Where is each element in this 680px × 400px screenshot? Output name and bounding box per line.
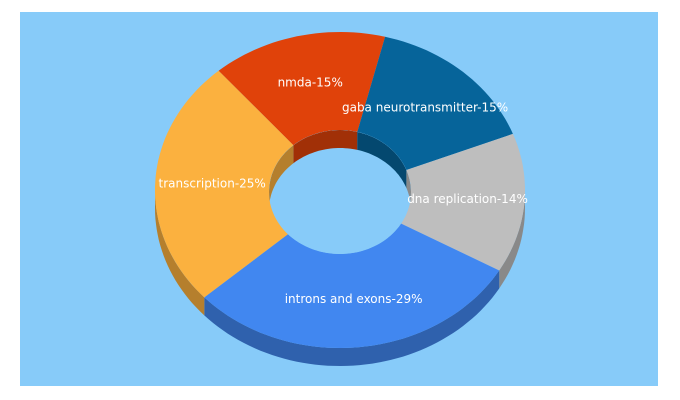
slice-inner-side [269,145,294,210]
slice-label: dna replication-14% [407,192,528,206]
slice-inner-side [357,131,407,188]
donut-hole [269,130,411,254]
slice-side [155,190,205,316]
slice [218,32,386,146]
slice-side [499,190,525,289]
slice [155,70,294,298]
slice-label: gaba neurotransmitter-15% [342,100,508,114]
slice-inner-side [406,170,411,210]
slice-inner-side [293,130,358,164]
slice [204,223,500,348]
slice [401,133,525,271]
slice-side [204,270,500,366]
slice-label: nmda-15% [278,76,343,90]
hole-walls [269,130,411,210]
slice-label: transcription-25% [159,177,266,191]
slice-label: introns and exons-29% [285,292,423,306]
slice [357,36,513,170]
